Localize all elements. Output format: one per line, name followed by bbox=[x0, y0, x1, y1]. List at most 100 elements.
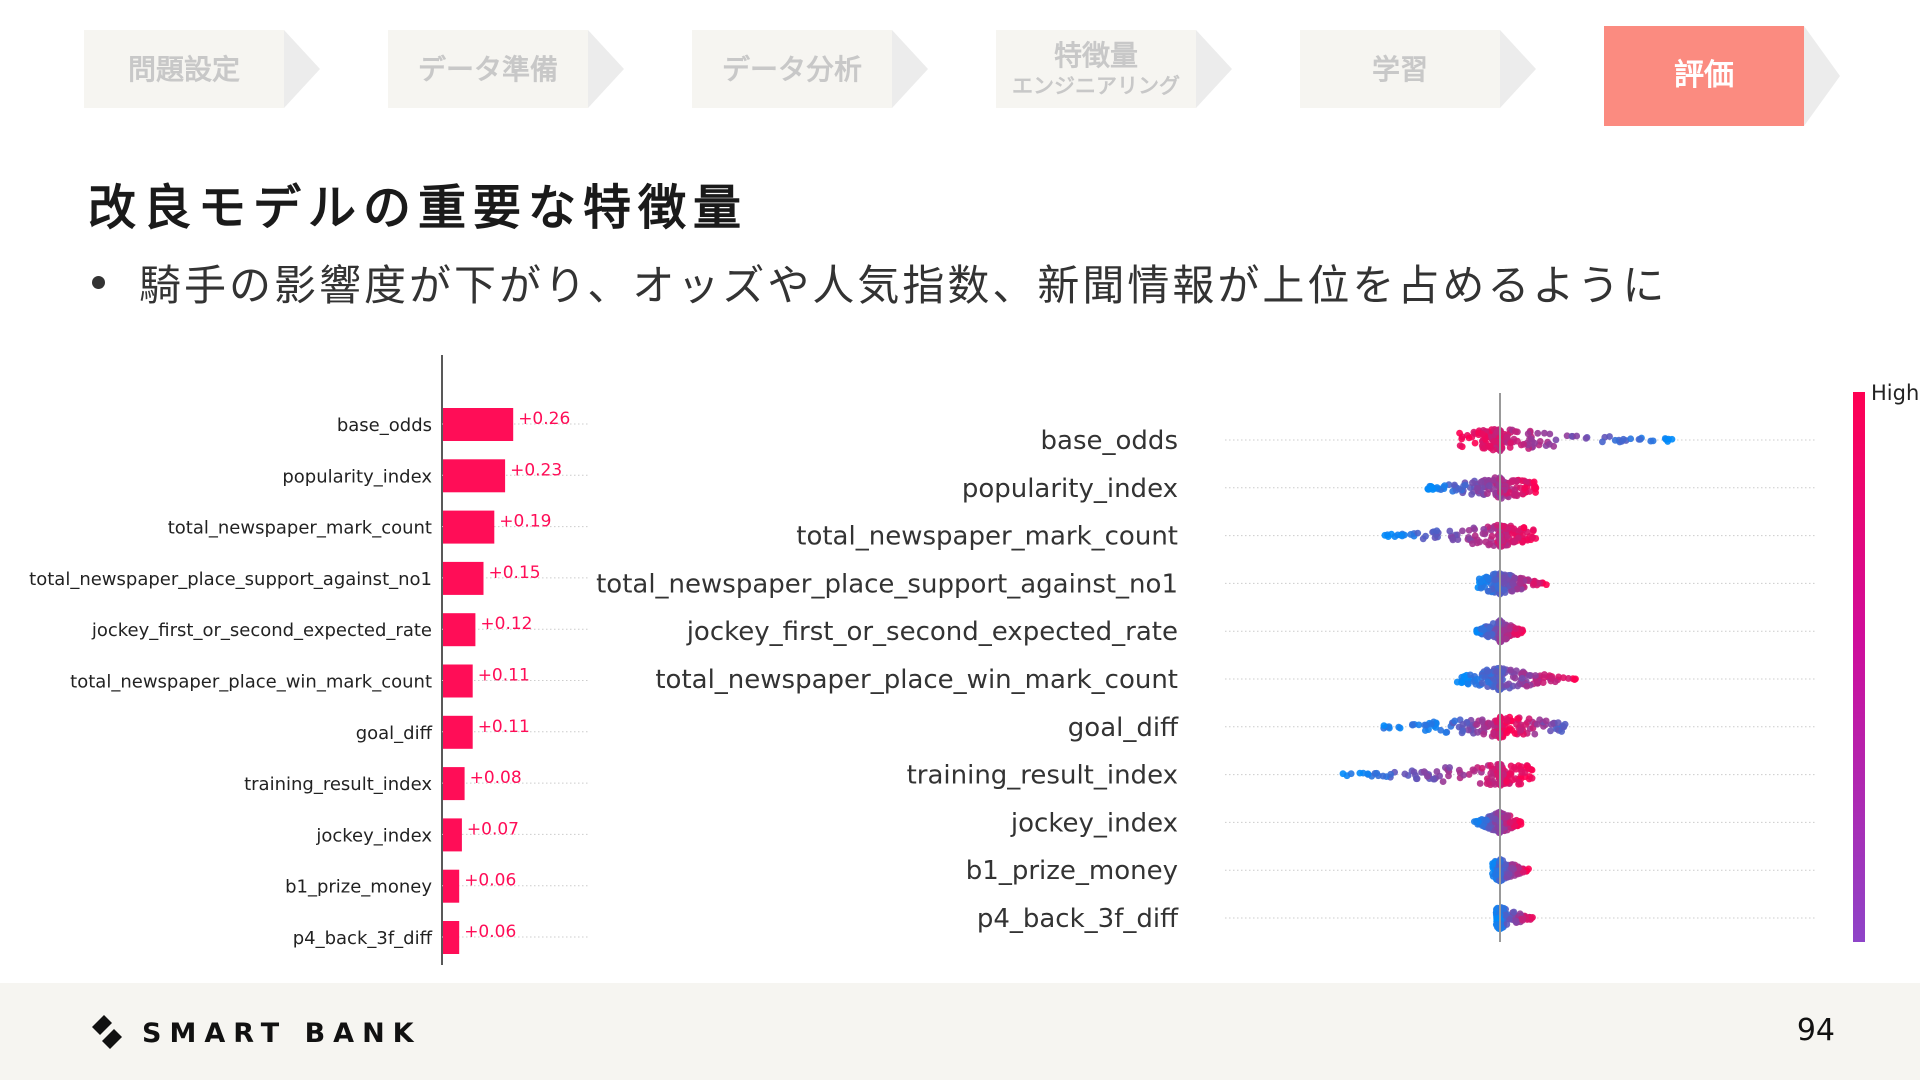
step-label: 問題設定 bbox=[127, 52, 240, 86]
bee-point bbox=[1500, 627, 1508, 635]
bar-value-label: +0.23 bbox=[510, 460, 562, 480]
bar-category-label: goal_diff bbox=[356, 723, 433, 744]
bee-point bbox=[1521, 484, 1529, 492]
bee-point bbox=[1373, 769, 1381, 777]
bullet-text: 騎手の影響度が下がり、オッズや人気指数、新聞情報が上位を占めるように bbox=[139, 261, 1668, 310]
bar-category-label: jockey_first_or_second_expected_rate bbox=[91, 620, 432, 641]
bee-point bbox=[1508, 864, 1515, 872]
charts-area: base_odds +0.26 popularity_index +0.23 total… bbox=[29, 355, 1919, 965]
bee-point bbox=[1503, 717, 1511, 725]
bee-category-label: total_newspaper_place_support_against_no… bbox=[596, 569, 1178, 599]
bee-point bbox=[1489, 620, 1497, 627]
bee-point bbox=[1464, 680, 1472, 688]
bee-point bbox=[1505, 870, 1513, 878]
bee-point bbox=[1469, 540, 1476, 548]
bee-point bbox=[1565, 675, 1572, 682]
bee-point bbox=[1511, 674, 1519, 682]
bee-point bbox=[1547, 727, 1554, 735]
bee-category-label: total_newspaper_place_win_mark_count bbox=[655, 665, 1178, 695]
bee-point bbox=[1522, 721, 1530, 728]
bee-point bbox=[1412, 775, 1420, 783]
step-arrow-icon bbox=[892, 30, 928, 108]
bee-point bbox=[1503, 921, 1511, 928]
bee-point bbox=[1484, 490, 1491, 498]
bee-point bbox=[1548, 674, 1556, 682]
bee-point bbox=[1471, 439, 1479, 447]
bar bbox=[443, 459, 506, 493]
bar bbox=[443, 869, 460, 903]
colorbar: High bbox=[1853, 381, 1919, 942]
bee-point bbox=[1471, 532, 1479, 540]
step-box: データ分析 bbox=[692, 30, 892, 108]
bee-point bbox=[1517, 580, 1525, 587]
bee-point bbox=[1465, 526, 1473, 534]
bee-point bbox=[1442, 729, 1450, 736]
bee-point bbox=[1489, 570, 1497, 578]
bee-point bbox=[1500, 580, 1508, 587]
bee-point bbox=[1513, 720, 1520, 728]
bee-point bbox=[1459, 720, 1467, 728]
bar-value-label: +0.12 bbox=[480, 614, 532, 634]
bar bbox=[443, 561, 484, 595]
bee-point bbox=[1459, 727, 1467, 735]
bee-point bbox=[1456, 442, 1464, 449]
bee-point bbox=[1474, 484, 1481, 492]
bee-point bbox=[1484, 631, 1492, 639]
bee-point bbox=[1477, 625, 1485, 633]
bee-point bbox=[1478, 764, 1486, 772]
colorbar-gradient bbox=[1853, 392, 1865, 942]
bar-category-label: total_newspaper_place_win_mark_count bbox=[70, 672, 432, 693]
bee-point bbox=[1530, 478, 1538, 486]
bee-point bbox=[1507, 666, 1515, 674]
bee-point bbox=[1487, 762, 1494, 769]
bee-point bbox=[1512, 625, 1520, 633]
step-box: 特徴量 エンジニアリング bbox=[996, 30, 1196, 108]
bee-point bbox=[1473, 721, 1481, 728]
bee-point bbox=[1492, 871, 1500, 879]
bee-point bbox=[1599, 438, 1606, 446]
bee-point bbox=[1468, 490, 1476, 498]
bee-point bbox=[1456, 429, 1463, 437]
step-box: 問題設定 bbox=[84, 30, 284, 108]
step-arrow-icon bbox=[1196, 30, 1232, 108]
bee-point bbox=[1486, 442, 1494, 450]
bee-point bbox=[1497, 904, 1505, 911]
step-box: データ準備 bbox=[388, 30, 588, 108]
bee-category-label: training_result_index bbox=[907, 761, 1178, 791]
bar bbox=[443, 613, 476, 647]
bar-value-label: +0.08 bbox=[470, 768, 522, 788]
bee-point bbox=[1492, 576, 1499, 583]
bee-point bbox=[1484, 587, 1492, 595]
footer: SMART BANK 94 bbox=[0, 983, 1920, 1080]
bee-point bbox=[1445, 772, 1452, 780]
bee-point bbox=[1531, 730, 1539, 738]
step-label: 評価 bbox=[1674, 58, 1734, 94]
bee-point bbox=[1474, 728, 1482, 736]
bee-point bbox=[1531, 439, 1538, 447]
bee-point bbox=[1529, 914, 1536, 921]
bar-value-label: +0.11 bbox=[478, 666, 530, 686]
bee-point bbox=[1466, 671, 1474, 679]
bee-point bbox=[1525, 715, 1533, 723]
bee-point bbox=[1518, 674, 1526, 682]
bee-point bbox=[1421, 721, 1429, 729]
bee-category-label: popularity_index bbox=[962, 474, 1178, 504]
bee-point bbox=[1379, 772, 1387, 780]
bee-point bbox=[1512, 917, 1520, 925]
page-title: 改良モデルの重要な特徴量 bbox=[88, 180, 749, 236]
bee-point bbox=[1473, 675, 1481, 683]
step-arrow-icon bbox=[1804, 26, 1840, 126]
bee-point bbox=[1356, 769, 1364, 777]
bee-point bbox=[1529, 526, 1537, 534]
bee-point bbox=[1516, 818, 1524, 825]
bar bbox=[443, 767, 465, 801]
bee-point bbox=[1481, 444, 1488, 452]
bee-point bbox=[1422, 532, 1429, 540]
bee-point bbox=[1501, 586, 1508, 594]
bee-point bbox=[1636, 435, 1644, 443]
bee-point bbox=[1460, 771, 1468, 779]
bee-point bbox=[1503, 681, 1511, 689]
bee-point bbox=[1487, 720, 1495, 728]
bee-point bbox=[1529, 533, 1536, 541]
bee-point bbox=[1477, 584, 1485, 592]
